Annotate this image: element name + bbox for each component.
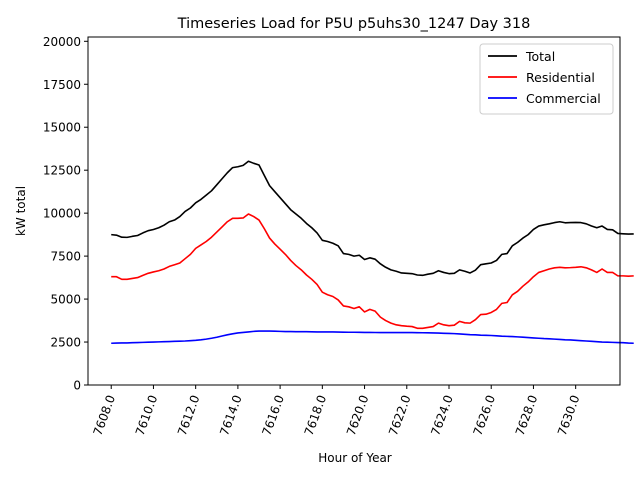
y-tick-label: 12500: [43, 164, 81, 178]
legend: Total Residential Commercial: [479, 43, 614, 115]
y-tick-label: 20000: [43, 35, 81, 49]
y-tick-label: 7500: [50, 250, 81, 264]
y-tick-label: 10000: [43, 207, 81, 221]
axes-frame: [87, 36, 621, 386]
y-axis-label: kW total: [14, 186, 28, 236]
legend-label-total: Total: [525, 49, 555, 64]
legend-label-residential: Residential: [526, 70, 595, 85]
legend-label-commercial: Commercial: [526, 91, 601, 106]
series-line-total: [111, 160, 634, 277]
chart-title: Timeseries Load for P5U p5uhs30_1247 Day…: [177, 16, 531, 32]
x-axis-label: Hour of Year: [318, 451, 392, 465]
legend-box: [479, 43, 614, 115]
y-tick-label: 0: [73, 379, 81, 393]
y-tick-label: 2500: [50, 336, 81, 350]
series-line-commercial: [111, 330, 634, 345]
y-tick-label: 17500: [43, 78, 81, 92]
series-line-residential: [111, 213, 634, 330]
series-layer: [111, 160, 634, 345]
y-tick-label: 15000: [43, 121, 81, 135]
y-tick-label: 5000: [50, 293, 81, 307]
